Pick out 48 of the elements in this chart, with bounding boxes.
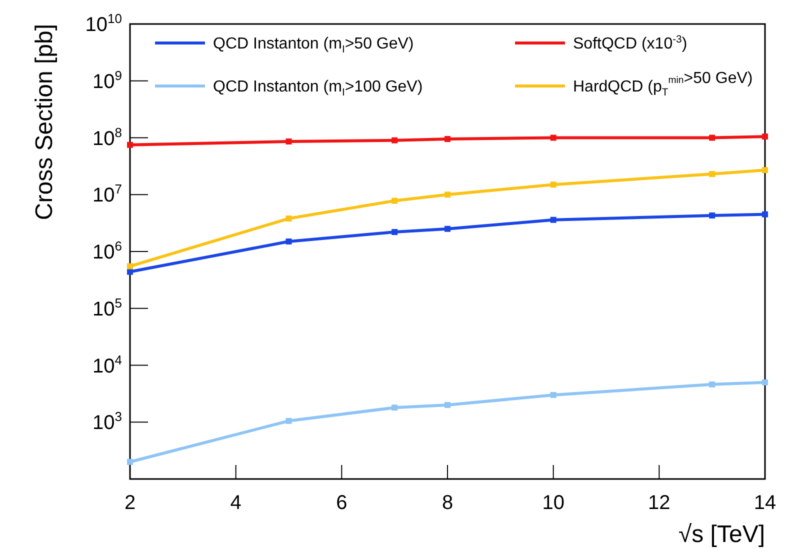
x-tick-label: 8	[442, 492, 454, 514]
x-axis-title: √s [TeV]	[678, 521, 765, 548]
point	[762, 167, 768, 174]
x-tick-label: 14	[754, 492, 776, 514]
point	[550, 392, 556, 398]
point	[550, 134, 556, 141]
point	[127, 268, 133, 275]
y-tick-label: 10$^{7}$	[92, 182, 122, 207]
point	[709, 134, 716, 141]
point	[392, 404, 398, 411]
point	[392, 198, 398, 204]
point	[127, 263, 133, 270]
point	[550, 182, 556, 188]
point	[444, 192, 450, 198]
point	[762, 379, 768, 386]
y-tick-label: 10$^{3}$	[92, 409, 122, 434]
x-tick-label: 10	[542, 492, 564, 514]
point	[444, 136, 450, 142]
point	[550, 216, 556, 223]
y-tick-label: 10$^{6}$	[92, 238, 122, 264]
point	[392, 229, 398, 236]
point	[709, 212, 716, 218]
point	[709, 171, 716, 178]
point	[762, 211, 768, 218]
point	[127, 142, 133, 148]
point	[286, 138, 292, 144]
point	[444, 226, 450, 232]
x-tick-label: 4	[230, 492, 242, 514]
point	[762, 134, 768, 140]
y-tick-label: 10$^{10}$	[85, 11, 122, 36]
point	[286, 418, 292, 424]
point	[392, 137, 398, 144]
y-tick-label: 10$^{9}$	[92, 68, 122, 93]
y-tick-label: 10$^{8}$	[92, 124, 122, 150]
y-axis-title: Cross Section [pb]	[31, 24, 58, 220]
point	[444, 402, 450, 408]
legend-label: QCD Instanton (m$_{I}$>100 GeV)	[213, 78, 423, 98]
legend-label: QCD Instanton (m$_{I}$>50 GeV)	[213, 36, 414, 56]
y-tick-label: 10$^{5}$	[92, 296, 122, 320]
point	[286, 216, 292, 222]
y-tick-label: 10$^{4}$	[92, 352, 122, 378]
point	[127, 458, 133, 465]
point	[286, 238, 292, 244]
x-tick-label: 2	[124, 492, 136, 514]
x-tick-label: 12	[648, 492, 670, 514]
legend-label: SoftQCD (x10$^{-3}$)	[573, 34, 688, 53]
point	[709, 381, 716, 388]
x-tick-label: 6	[336, 492, 348, 514]
